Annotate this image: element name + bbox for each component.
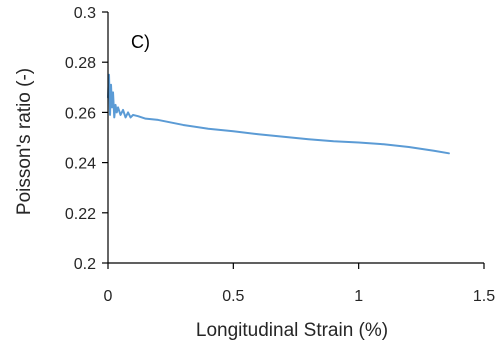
y-tick-label-0: 0.2 bbox=[74, 256, 96, 273]
x-axis-title: Longitudinal Strain (%) bbox=[196, 320, 388, 341]
y-tick-label-4: 0.28 bbox=[65, 55, 96, 72]
plot-area bbox=[107, 73, 450, 155]
y-tick-label-1: 0.22 bbox=[65, 206, 96, 223]
x-tick-label-2: 1 bbox=[354, 288, 363, 305]
y-axis-title: Poisson's ratio (-) bbox=[14, 68, 35, 215]
y-tick-label-3: 0.26 bbox=[65, 105, 96, 122]
x-tick-label-0: 0 bbox=[104, 288, 113, 305]
panel-label: C) bbox=[131, 32, 150, 52]
x-tick-label-3: 1.5 bbox=[473, 288, 495, 305]
axes bbox=[102, 11, 485, 269]
y-tick-label-2: 0.24 bbox=[65, 156, 96, 173]
x-tick-label-1: 0.5 bbox=[222, 288, 244, 305]
series-line-0 bbox=[107, 73, 450, 155]
labels: 0.2 0.22 0.24 0.26 0.28 0.3 0 0.5 1 1.5 Longitudin… bbox=[14, 5, 495, 341]
y-tick-label-5: 0.3 bbox=[74, 5, 96, 22]
